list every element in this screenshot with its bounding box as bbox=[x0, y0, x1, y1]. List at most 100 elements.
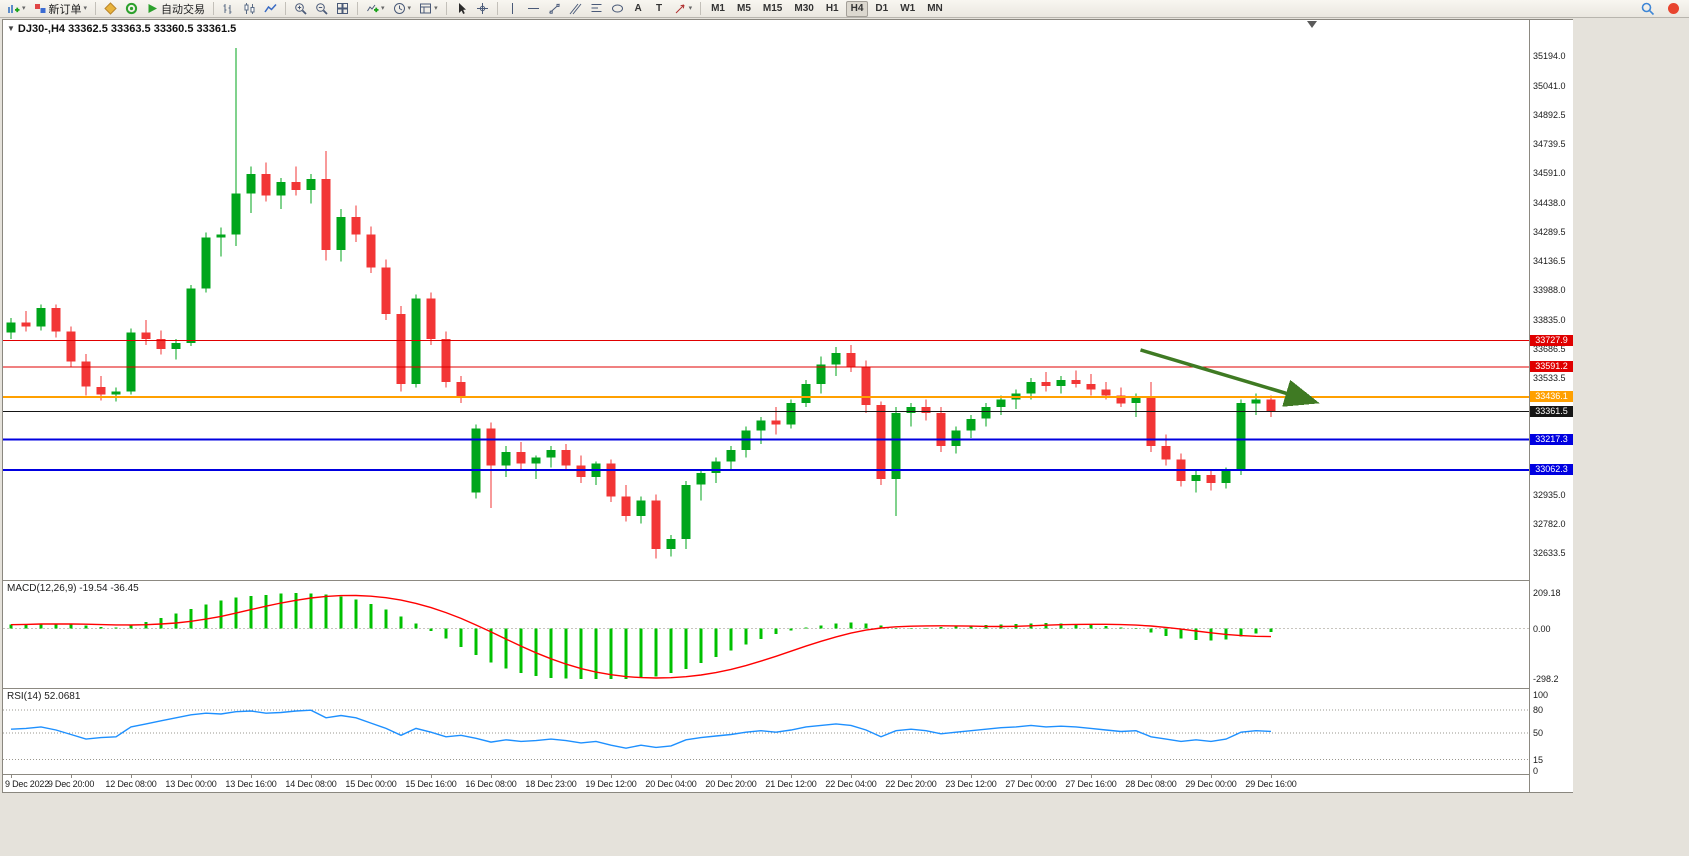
time-tick bbox=[431, 775, 432, 778]
zoom-out-icon bbox=[316, 3, 328, 15]
indicators-icon bbox=[367, 4, 379, 13]
candlestick-chart-button[interactable] bbox=[240, 1, 259, 17]
timeframe-m15-button[interactable]: M15 bbox=[758, 1, 787, 17]
timeframe-m1-button[interactable]: M1 bbox=[706, 1, 730, 17]
arrows-tool-button[interactable]: ▾ bbox=[671, 1, 696, 17]
candle bbox=[471, 428, 481, 493]
notifications-button[interactable] bbox=[1664, 1, 1683, 17]
time-tick bbox=[311, 775, 312, 778]
candle bbox=[1221, 471, 1231, 483]
timeframe-h4-button[interactable]: H4 bbox=[845, 0, 869, 17]
toolbar-right-group bbox=[1638, 1, 1685, 17]
time-tick bbox=[1151, 775, 1152, 778]
rsi-chart bbox=[3, 709, 1529, 761]
candle bbox=[1191, 475, 1201, 481]
rsi-pane[interactable]: RSI(14) 52.0681 bbox=[3, 689, 1529, 774]
vertical-line-tool-button[interactable] bbox=[503, 1, 522, 17]
time-tick bbox=[1211, 775, 1212, 778]
candle bbox=[246, 174, 256, 194]
price-scale[interactable]: 35194.0 35041.0 34892.5 34739.5 34591.0 34438… bbox=[1530, 20, 1573, 792]
new-chart-button[interactable]: ▾ bbox=[4, 1, 29, 17]
cursor-button[interactable] bbox=[452, 1, 471, 17]
text-tool-button[interactable]: A bbox=[629, 1, 648, 17]
rsi-scale-label: 0 bbox=[1533, 766, 1539, 776]
candle bbox=[831, 352, 841, 365]
horizontal-line-tool-button[interactable] bbox=[524, 1, 543, 17]
channel-tool-button[interactable] bbox=[566, 1, 585, 17]
tile-windows-icon bbox=[337, 3, 349, 14]
zoom-in-icon bbox=[295, 3, 307, 15]
candle bbox=[936, 413, 946, 446]
time-tick bbox=[851, 775, 852, 778]
candle bbox=[111, 391, 121, 395]
macd-scale-label: 0.00 bbox=[1533, 623, 1551, 634]
profiles-button[interactable] bbox=[101, 1, 120, 17]
time-axis[interactable]: 9 Dec 2022 9 Dec 20:00 12 Dec 08:00 13 Dec … bbox=[3, 775, 1529, 792]
pane-separator[interactable] bbox=[3, 580, 1529, 581]
timeframe-m5-button[interactable]: M5 bbox=[732, 1, 756, 17]
candle bbox=[1251, 399, 1261, 404]
time-tick bbox=[551, 775, 552, 778]
toolbar-separator bbox=[95, 2, 97, 15]
new-order-label: 新订单 bbox=[48, 3, 82, 16]
indicators-button[interactable]: ▾ bbox=[363, 1, 388, 17]
candle bbox=[321, 179, 331, 250]
new-order-button[interactable]: 新订单 ▾ bbox=[31, 1, 91, 17]
candle bbox=[966, 418, 976, 431]
candle bbox=[21, 322, 31, 327]
fibonacci-tool-button[interactable] bbox=[587, 1, 606, 17]
timeframe-w1-button[interactable]: W1 bbox=[895, 1, 920, 17]
candle bbox=[261, 174, 271, 196]
trendline-tool-button[interactable] bbox=[545, 1, 564, 17]
rsi-scale-label: 100 bbox=[1533, 690, 1549, 700]
candle bbox=[1026, 381, 1036, 394]
chevron-down-icon: ▾ bbox=[434, 5, 438, 12]
new-chart-icon bbox=[8, 5, 20, 13]
line-chart-button[interactable] bbox=[261, 1, 280, 17]
timeframe-mn-button[interactable]: MN bbox=[922, 1, 948, 17]
vertical-line-icon bbox=[511, 3, 513, 14]
time-tick bbox=[611, 775, 612, 778]
candle bbox=[336, 216, 346, 250]
timeframe-d1-button[interactable]: D1 bbox=[870, 1, 893, 17]
profiles-icon bbox=[104, 2, 117, 15]
rsi-line bbox=[10, 709, 1272, 749]
search-button[interactable] bbox=[1638, 1, 1658, 17]
price-tick: 32633.5 bbox=[1533, 548, 1566, 558]
community-button[interactable] bbox=[122, 1, 141, 17]
zoom-in-button[interactable] bbox=[291, 1, 310, 17]
pane-separator[interactable] bbox=[3, 688, 1529, 689]
candle bbox=[771, 420, 781, 425]
templates-button[interactable]: ▾ bbox=[416, 1, 441, 17]
one-click-panel-toggle-icon[interactable]: ▼ bbox=[7, 24, 15, 33]
periods-button[interactable]: ▾ bbox=[390, 1, 415, 17]
timeframe-m30-button[interactable]: M30 bbox=[789, 1, 818, 17]
price-tag: 33727.9 bbox=[1530, 334, 1573, 346]
chart-shift-marker[interactable] bbox=[1307, 21, 1317, 28]
candle bbox=[1266, 399, 1276, 412]
price-chart-pane[interactable]: ▼ DJ30-,H4 33362.5 33363.5 33360.5 33361.… bbox=[3, 20, 1529, 580]
algo-trading-button[interactable]: 自动交易 bbox=[143, 1, 208, 17]
crosshair-button[interactable] bbox=[473, 1, 492, 17]
candle bbox=[126, 332, 136, 392]
time-tick bbox=[191, 775, 192, 778]
shapes-tool-button[interactable] bbox=[608, 1, 627, 17]
label-tool-button[interactable]: T bbox=[650, 1, 669, 17]
time-label: 29 Dec 00:00 bbox=[1185, 779, 1237, 789]
fibonacci-icon bbox=[591, 4, 602, 12]
time-label: 28 Dec 08:00 bbox=[1125, 779, 1177, 789]
time-label: 27 Dec 00:00 bbox=[1005, 779, 1057, 789]
candle bbox=[951, 430, 961, 446]
candle bbox=[396, 314, 406, 384]
macd-pane[interactable]: MACD(12,26,9) -19.54 -36.45 bbox=[3, 581, 1529, 688]
candle bbox=[1101, 389, 1111, 396]
time-label: 13 Dec 16:00 bbox=[225, 779, 277, 789]
candlestick-chart[interactable] bbox=[3, 20, 1529, 580]
timeframe-h1-button[interactable]: H1 bbox=[821, 1, 844, 17]
toolbar-separator bbox=[496, 2, 498, 15]
zoom-out-button[interactable] bbox=[312, 1, 331, 17]
trend-arrow[interactable] bbox=[1140, 348, 1320, 407]
tile-windows-button[interactable] bbox=[333, 1, 352, 17]
bar-chart-button[interactable] bbox=[219, 1, 238, 17]
